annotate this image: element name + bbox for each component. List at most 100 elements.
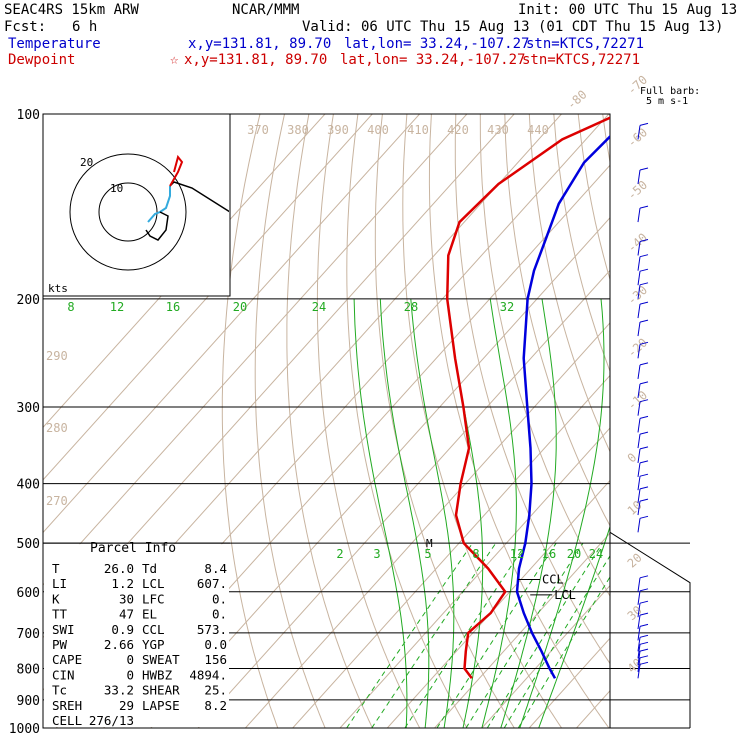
barb-legend-speed: 5 m s-1 [646,96,689,107]
wind-barb-flag [639,623,649,627]
temperature-legend: Temperature [8,36,101,52]
moist-adiabat-label: 20 [233,300,247,314]
parcel-key: TT [52,607,68,622]
parcel-value: 0. [212,607,227,622]
wind-barb [637,626,641,641]
wind-barb [637,644,641,659]
dry-adiabat [602,114,610,165]
mixing-ratio-label: 5 [424,547,431,561]
mixing-ratio-line [346,542,473,728]
mixing-ratio-label: 20 [567,547,581,561]
moist-adiabat [353,298,408,728]
wind-barb [637,637,641,652]
wind-barb [637,501,641,516]
wind-barb-flag [639,588,649,592]
barb-legend-title: Full barb: [640,86,701,97]
isobar-label: 900 [17,694,40,709]
isotherm [386,479,610,728]
wind-barb [637,208,641,223]
wind-barb [637,657,641,672]
dry-adiabat [254,114,326,728]
wind-barb-flag [639,460,649,464]
dewpoint-legend: Dewpoint [8,52,76,68]
wind-barb-flag [639,399,649,403]
wind-barb [637,364,641,379]
theta-label-top: 430 [487,123,509,137]
forecast-value: 6 h [72,19,98,35]
parcel-value: 25. [204,683,227,698]
parcel-key: LAPSE [142,698,180,713]
isotherm [43,114,373,481]
moist-adiabat-label: 8 [67,300,74,314]
parcel-value: 0.9 [111,622,134,637]
marker-label: LCL [554,588,576,602]
isotherm-label: -40 [625,230,650,255]
wind-barb [637,256,641,271]
isobar-label: 1000 [9,722,40,737]
parcel-info-box: Parcel Info T 26.0 Td 8.4 LI 1.2 LCL 607. K 30 LFC 0… [43,541,230,728]
wind-barb-flag [639,268,649,272]
hodograph-ring [98,182,158,242]
dewpoint-xy: x,y=131.81, 89.70 [184,52,328,68]
wind-barb [637,603,641,618]
moist-adiabat [379,298,430,728]
isotherm-label: -20 [625,335,650,360]
isotherm [43,114,326,429]
dry-adiabat [701,114,740,728]
temperature-station: stn=KTCS,72271 [526,36,645,52]
isotherm-label: 30 [625,603,645,623]
parcel-key: YGP [142,637,165,652]
parcel-key: SREH [52,698,82,713]
wind-barb-flag [639,473,649,477]
isobar-label: 600 [17,586,40,601]
dry-adiabat [316,114,421,728]
wind-barb [637,590,641,605]
isobar-label: 100 [17,108,40,123]
dewpoint-line [445,116,610,680]
mixing-ratio-line [503,555,610,728]
moist-adiabat-label: 28 [404,300,418,314]
wind-barb-flag [639,341,649,345]
wind-barb [637,488,641,503]
parcel-key: SWEAT [142,652,180,667]
wind-barb-flag [639,301,649,305]
isobar-label: 400 [17,478,40,493]
parcel-key: LFC [142,591,165,606]
parcel-key: HWBZ [142,667,173,682]
dry-adiabat [286,114,373,728]
hodograph-ring [69,153,187,271]
dry-adiabat [504,114,610,527]
dry-adiabat [553,114,610,373]
forecast-label: Fcst: [4,19,47,35]
hodograph-trace-top [169,154,184,187]
parcel-key: PW [52,637,68,652]
hodograph-ring-label: 10 [110,182,123,195]
isotherm-label: -70 [625,73,650,98]
parcel-value: 4894. [189,667,227,682]
isotherm [624,114,740,728]
isotherm-label: 20 [625,550,645,570]
temperature-xy: x,y=131.81, 89.70 [188,36,332,52]
wind-barb-flag [639,254,649,258]
moist-adiabat-label: 32 [500,300,514,314]
theta-label-top: 420 [447,123,469,137]
wind-barbs [637,122,649,679]
isotherm-label: -30 [625,283,650,308]
dry-adiabat [577,114,610,282]
wind-barb [637,344,641,359]
isotherm-label: -60 [625,125,650,150]
hodograph-frame [42,113,231,297]
model-title: SEAC4RS 15km ARW [4,2,139,18]
wind-barb-flag [639,648,649,652]
wind-barb-flag [639,239,649,242]
isotherm-label: -80 [564,87,589,112]
dewpoint-star-icon: ☆ [170,52,179,68]
dry-adiabat [725,114,740,728]
wind-barb [637,664,641,679]
wind-barb-flag [639,122,649,126]
isobar-label: 300 [17,401,40,416]
wind-barb [637,125,641,140]
parcel-key: CELL [52,713,82,728]
wind-barb-flag [639,641,649,645]
parcel-key: LI [52,576,67,591]
